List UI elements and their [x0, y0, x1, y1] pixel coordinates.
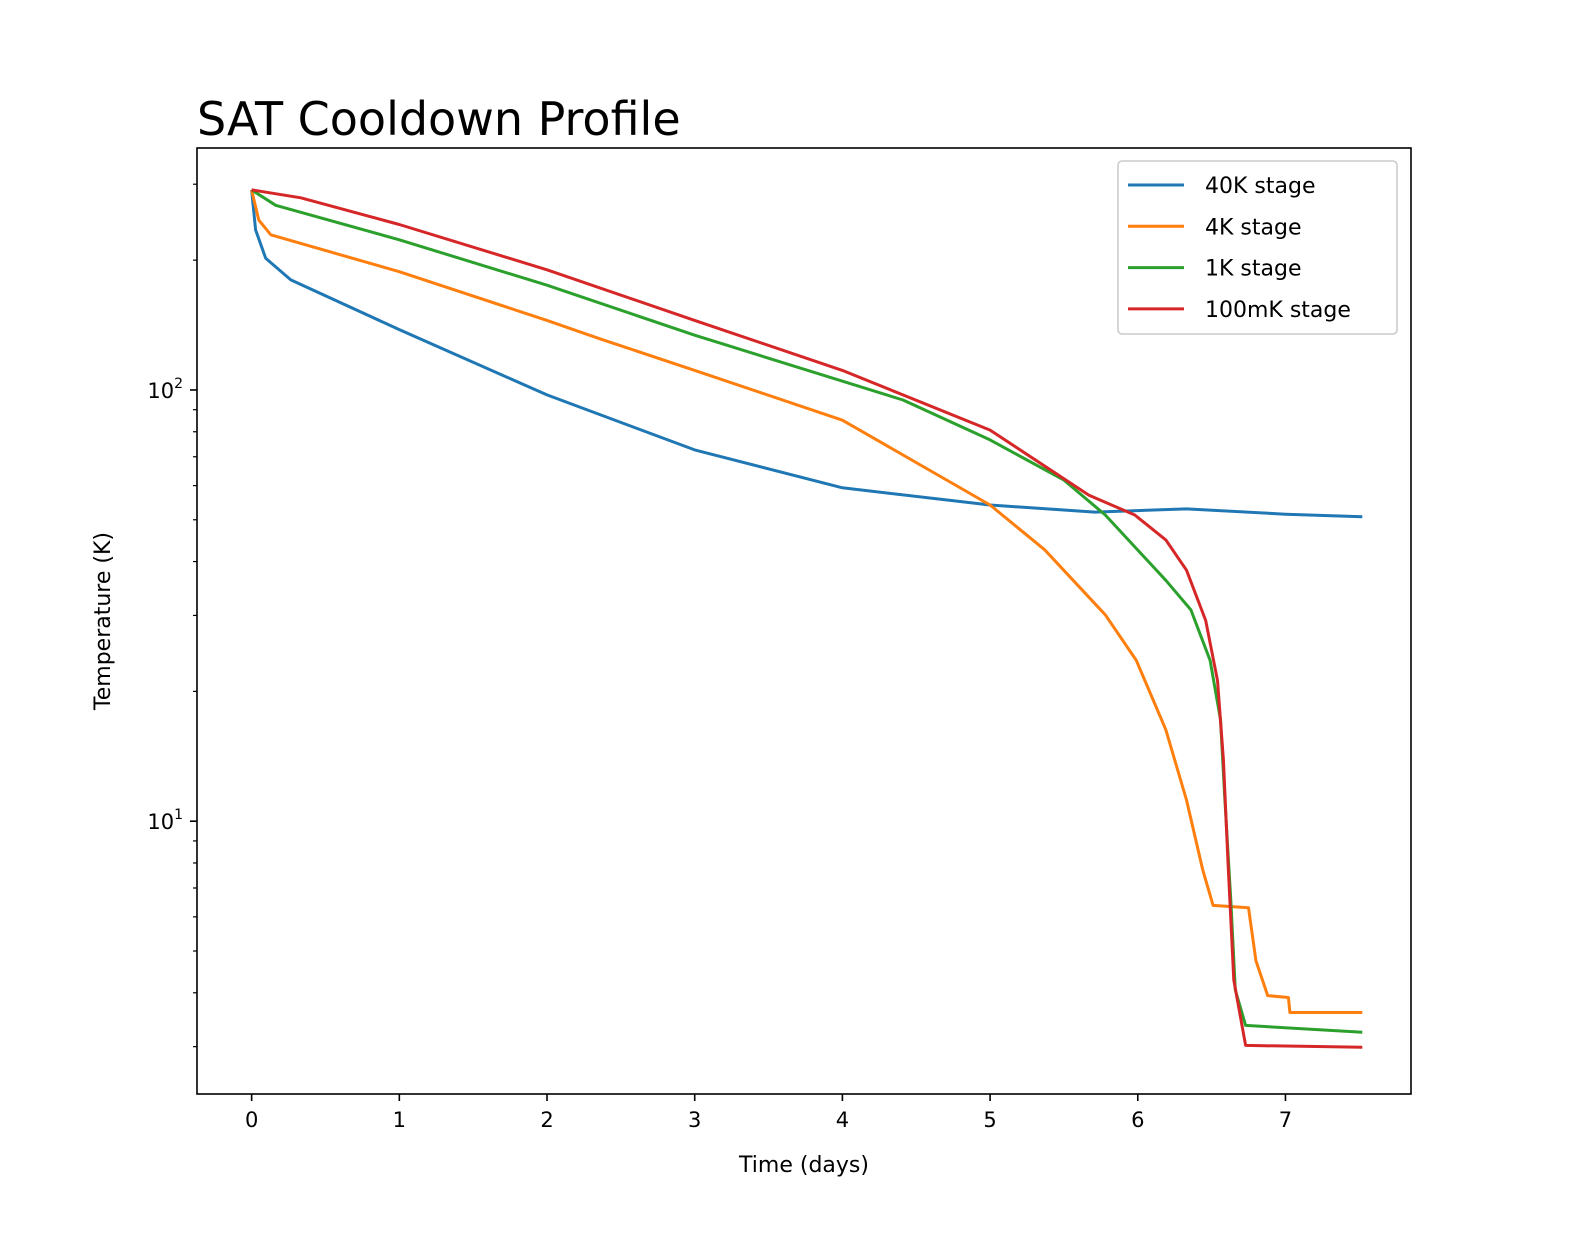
- legend: 40K stage 4K stage 1K stage 100mK stage: [1117, 160, 1398, 335]
- x-tick-label: 5: [983, 1108, 996, 1132]
- y-axis: 101 102: [147, 183, 197, 1048]
- legend-label: 4K stage: [1205, 215, 1302, 240]
- chart-title: SAT Cooldown Profile: [197, 92, 681, 146]
- x-tick-label: 4: [836, 1108, 849, 1132]
- plot-frame: [196, 147, 1412, 1095]
- series-layer: [250, 188, 1363, 1049]
- x-tick-label: 2: [540, 1108, 553, 1132]
- legend-label: 40K stage: [1205, 174, 1315, 199]
- series-line-4k-stage: [250, 189, 1363, 1014]
- y-axis-label: Temperature (K): [91, 532, 116, 711]
- x-axis: 0 1 2 3 4 5 6 7: [245, 1094, 1292, 1132]
- legend-label: 100mK stage: [1205, 298, 1351, 323]
- x-tick-label: 7: [1279, 1108, 1292, 1132]
- x-axis-label: Time (days): [738, 1153, 869, 1178]
- series-line-40k-stage: [250, 189, 1363, 519]
- x-tick-label: 3: [688, 1108, 701, 1132]
- legend-label: 1K stage: [1205, 257, 1302, 282]
- series-line-100mk-stage: [251, 188, 1363, 1049]
- x-tick-label: 1: [393, 1108, 406, 1132]
- y-tick-label: 101: [147, 807, 183, 834]
- legend-box: [1117, 160, 1398, 335]
- y-tick-label: 102: [147, 376, 183, 403]
- x-tick-label: 0: [245, 1108, 258, 1132]
- x-tick-label: 6: [1131, 1108, 1144, 1132]
